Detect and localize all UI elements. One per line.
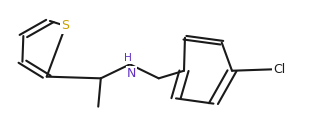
- Text: Cl: Cl: [273, 63, 285, 76]
- Text: S: S: [61, 19, 70, 32]
- Text: H: H: [124, 53, 132, 63]
- Text: N: N: [127, 67, 136, 80]
